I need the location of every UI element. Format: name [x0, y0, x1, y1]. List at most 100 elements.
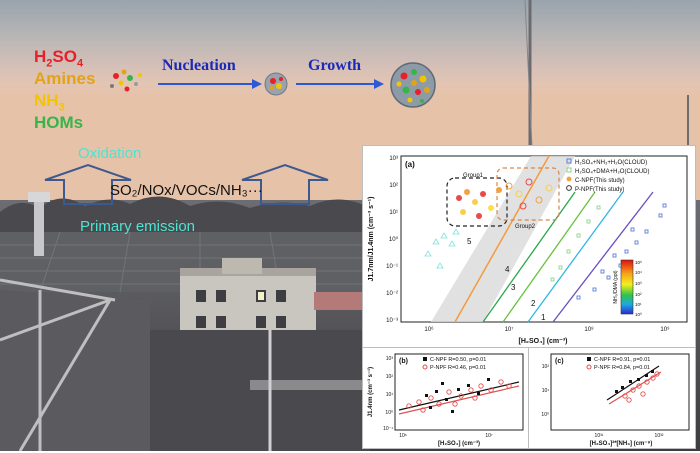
this-study-points [456, 178, 553, 219]
ytick-c-2: 10⁰ [541, 412, 549, 418]
xtick-c-0: 10³¹ [595, 433, 604, 439]
x-ticks-b: 10⁶ 10⁷ [399, 433, 493, 439]
ytick-a-0: 10³ [389, 156, 398, 162]
species-label-h2so4: H2SO4 [34, 47, 83, 69]
line-label-1: 1 [541, 313, 546, 322]
fit-p-npf-b [398, 385, 520, 415]
cyan-triangles [424, 228, 460, 269]
xlabel-c: [H₂SO₄]²*[NH₃] (cm⁻⁹) [590, 440, 653, 447]
nucleation-label: Nucleation [162, 57, 236, 74]
xlabel-a: [H₂SO₄] (cm⁻³) [518, 338, 567, 345]
legend-a: H₂SO₄+NH₃+H₂O(CLOUD) H₂SO₄+DMA+H₂O(CLOUD… [566, 158, 649, 193]
xtick-a-0: 10⁶ [424, 326, 434, 333]
chart-a-svg: (a) Group1 Group2 5 4 3 2 1 H₂SO₄+NH₃+H₂… [368, 155, 688, 345]
colorbar-label: NH₃/DMA (ppt) [613, 270, 619, 303]
points-c-npf-b [425, 378, 490, 413]
xlabel-b: [H₂SO₄] (cm⁻³) [438, 440, 480, 447]
cbtick-5: 10⁰ [635, 312, 642, 317]
xtick-a-3: 10⁹ [660, 326, 670, 333]
h2so4-sub4: 4 [76, 57, 84, 70]
xtick-a-1: 10⁷ [505, 326, 514, 333]
points-p-npf-b [406, 379, 512, 413]
cbtick-0: 10⁵ [635, 260, 642, 265]
y-ticks-a: 10³ 10² 10¹ 10⁰ 10⁻¹ 10⁻² 10⁻³ [386, 156, 398, 324]
group1-box [446, 177, 508, 227]
legend-b-0: C-NPF R=0.50, p=0.01 [430, 357, 486, 363]
ytick-b-0: 10³ [386, 356, 394, 362]
ytick-a-3: 10⁰ [389, 236, 399, 243]
y-ticks-c: 10² 10¹ 10⁰ [541, 364, 549, 418]
chart-b-svg: (b) C-NPF R=0.50, p=0.01 P-NPF R=0.46, p… [367, 353, 524, 447]
plot-b-frame [394, 353, 524, 431]
group2-box [496, 167, 560, 221]
panel-c-label: (c) [555, 358, 564, 365]
ylabel-b: J1.4nm (cm⁻³ s⁻¹) [367, 367, 374, 417]
chart-panel-b: (b) C-NPF R=0.50, p=0.01 P-NPF R=0.46, p… [362, 347, 530, 449]
nh3-sub3: 3 [58, 101, 65, 114]
group2-label: Group2 [515, 224, 536, 230]
chart-panel-c: (c) C-NPF R=0.91, p=0.01 P-NPF R=0.84, p… [528, 347, 696, 449]
species-label-homs: HOMs [34, 113, 84, 132]
y-ticks-b: 10³ 10² 10¹ 10⁰ 10⁻¹ [383, 356, 393, 432]
ytick-b-4: 10⁻¹ [383, 426, 393, 432]
primary-emission-label: Primary emission [80, 218, 196, 235]
oxidation-label: Oxidation [78, 145, 142, 162]
ytick-a-5: 10⁻² [386, 291, 398, 297]
h2so4-h: H [34, 47, 47, 66]
xtick-b-1: 10⁷ [485, 433, 493, 439]
ytick-b-2: 10¹ [386, 392, 394, 398]
cbtick-2: 10³ [635, 281, 642, 286]
line-label-5: 5 [467, 237, 472, 246]
cbtick-4: 10¹ [635, 302, 642, 307]
ytick-a-6: 10⁻³ [386, 318, 398, 324]
legend-a-2: C-NPF(This study) [575, 178, 625, 184]
cloud-nh3-markers [576, 203, 667, 300]
legend-c-marker-1 [586, 364, 592, 370]
chart-panel-a: (a) Group1 Group2 5 4 3 2 1 H₂SO₄+NH₃+H₂… [362, 145, 696, 349]
line-4 [482, 191, 576, 323]
species-label-nh3: NH3 [34, 91, 65, 113]
ylabel-a: J1.7nm/J1.4nm (cm⁻³ s⁻¹) [368, 197, 375, 282]
panel-a-label: (a) [405, 160, 415, 169]
fit-c-npf-c [606, 365, 660, 401]
ytick-a-1: 10² [389, 183, 398, 189]
growth-label: Growth [308, 57, 362, 74]
legend-b-1: P-NPF R=0.46, p=0.01 [430, 365, 486, 371]
legend-c-1: P-NPF R=0.84, p=0.01 [594, 365, 650, 371]
legend-a-3: P-NPF(This study) [575, 187, 624, 193]
ytick-c-0: 10² [542, 364, 550, 370]
h2so4-so: SO [52, 47, 77, 66]
xtick-b-0: 10⁶ [399, 433, 407, 439]
line-2 [527, 191, 624, 323]
line-label-2: 2 [531, 299, 536, 308]
points-p-npf-c [622, 371, 660, 403]
x-ticks-c: 10³¹ 10³² [595, 433, 664, 439]
line-label-4: 4 [505, 265, 510, 274]
cbtick-3: 10² [635, 292, 642, 297]
line-5 [454, 155, 550, 323]
points-c-npf-c [615, 370, 654, 393]
ytick-a-2: 10¹ [389, 210, 398, 216]
ytick-c-1: 10¹ [542, 388, 550, 394]
h2so4-sub2: 2 [46, 57, 53, 70]
cbtick-1: 10⁴ [635, 270, 642, 275]
ytick-b-1: 10² [386, 374, 394, 380]
chart-c-svg: (c) C-NPF R=0.91, p=0.01 P-NPF R=0.84, p… [541, 353, 690, 447]
colorbar-ticks: 10⁵ 10⁴ 10³ 10² 10¹ 10⁰ [635, 260, 642, 317]
precursors-label: SO₂/NOx/VOCs/NH₃··· [110, 182, 263, 199]
species-label-amines: Amines [34, 69, 96, 88]
fit-p-npf-c [608, 371, 662, 405]
xtick-a-2: 10⁸ [584, 326, 594, 333]
ytick-a-4: 10⁻¹ [386, 264, 398, 270]
line-label-3: 3 [511, 283, 516, 292]
cloud-dma-markers [550, 205, 601, 282]
line-1 [552, 191, 654, 323]
legend-b-marker-0 [423, 357, 427, 361]
legend-c-0: C-NPF R=0.91, p=0.01 [594, 357, 650, 363]
ytick-b-3: 10⁰ [385, 410, 393, 416]
x-ticks-a: 10⁶ 10⁷ 10⁸ 10⁹ [424, 326, 670, 333]
nh3-nh: NH [34, 91, 59, 110]
xtick-c-1: 10³² [655, 433, 664, 439]
group1-label: Group1 [463, 173, 484, 179]
line-3 [502, 191, 596, 323]
